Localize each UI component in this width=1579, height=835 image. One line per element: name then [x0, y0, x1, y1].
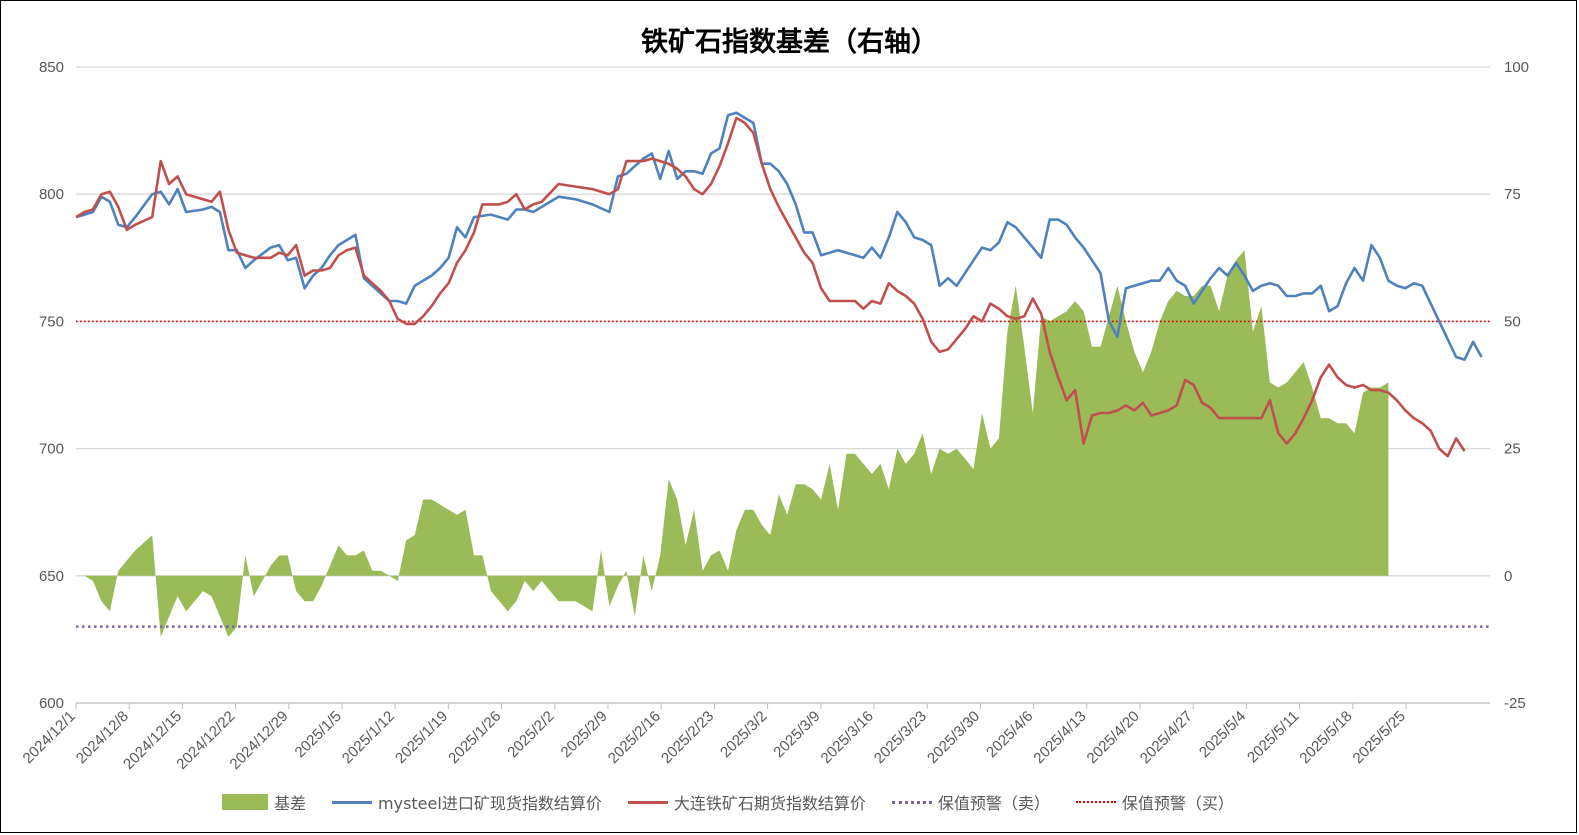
x-tick-label: 2025/5/11 — [1244, 708, 1302, 766]
legend-item-hedge-sell: 保值预警（卖） — [891, 790, 1050, 814]
x-tick-label: 2025/2/16 — [605, 708, 664, 767]
legend-item-hedge-buy: 保值预警（买） — [1075, 790, 1234, 814]
x-tick-label: 2025/3/23 — [871, 708, 930, 767]
x-tick-label: 2025/3/9 — [770, 708, 823, 761]
x-tick-label: 2025/2/2 — [504, 708, 557, 761]
chart-title: 铁矿石指数基差（右轴） — [641, 27, 938, 58]
x-tick-label: 2025/3/30 — [924, 708, 983, 767]
legend-swatch-hedge-buy — [1075, 801, 1116, 803]
x-tick-label: 2025/1/26 — [445, 708, 504, 767]
x-tick-label: 2025/1/19 — [392, 708, 451, 767]
x-tick-label: 2025/5/18 — [1296, 708, 1355, 767]
legend-item-futures-index: 大连铁矿石期货指数结算价 — [627, 790, 866, 814]
x-tick-label: 2025/4/6 — [983, 708, 1036, 761]
legend-label-basis: 基差 — [274, 794, 307, 813]
chart-legend: 基差 mysteel进口矿现货指数结算价 大连铁矿石期货指数结算价 保值预警（卖… — [222, 791, 1260, 813]
legend-item-spot-index: mysteel进口矿现货指数结算价 — [332, 790, 602, 814]
x-tick-label: 2025/4/27 — [1137, 708, 1196, 767]
y-right-tick-label: 50 — [1504, 313, 1521, 330]
x-tick-label: 2025/3/16 — [818, 708, 877, 767]
x-tick-label: 2025/3/2 — [717, 708, 770, 761]
legend-swatch-basis — [222, 794, 268, 810]
y-right-tick-label: 25 — [1504, 441, 1521, 458]
spot-index-line — [75, 111, 1483, 361]
y-left-tick-label: 650 — [39, 568, 64, 585]
legend-label-hedge-buy: 保值预警（买） — [1121, 794, 1234, 813]
x-tick-label: 2025/2/9 — [558, 708, 611, 761]
x-tick-label: 2025/4/20 — [1084, 708, 1143, 767]
x-tick-label: 2024/12/1 — [20, 708, 79, 767]
y-left-tick-label: 700 — [39, 441, 64, 458]
y-right-tick-label: 0 — [1504, 568, 1512, 585]
legend-swatch-hedge-sell — [891, 800, 932, 804]
legend-label-hedge-sell: 保值预警（卖） — [937, 794, 1050, 813]
legend-label-futures-index: 大连铁矿石期货指数结算价 — [673, 794, 866, 813]
y-left-tick-label: 850 — [39, 59, 64, 76]
y-right-tick-label: -25 — [1504, 695, 1526, 712]
x-tick-label: 2025/1/12 — [339, 708, 398, 767]
x-tick-label: 2024/12/29 — [227, 708, 292, 773]
legend-swatch-spot-index — [332, 800, 373, 804]
legend-item-basis: 基差 — [222, 790, 306, 814]
legend-swatch-futures-index — [627, 800, 668, 804]
legend-label-spot-index: mysteel进口矿现货指数结算价 — [378, 794, 602, 813]
x-tick-label: 2025/2/23 — [658, 708, 717, 767]
x-tick-label: 2025/5/4 — [1196, 708, 1249, 761]
futures-index-line — [75, 116, 1466, 458]
y-left-tick-label: 800 — [39, 186, 64, 203]
y-right-tick-label: 75 — [1504, 186, 1521, 203]
y-left-tick-label: 600 — [39, 695, 64, 712]
x-tick-label: 2025/4/13 — [1030, 708, 1089, 767]
y-left-tick-label: 750 — [39, 313, 64, 330]
x-tick-label: 2025/1/5 — [292, 708, 345, 761]
x-tick-label: 2025/5/25 — [1350, 708, 1409, 767]
basis-area — [76, 250, 1389, 637]
y-right-tick-label: 100 — [1504, 59, 1529, 76]
